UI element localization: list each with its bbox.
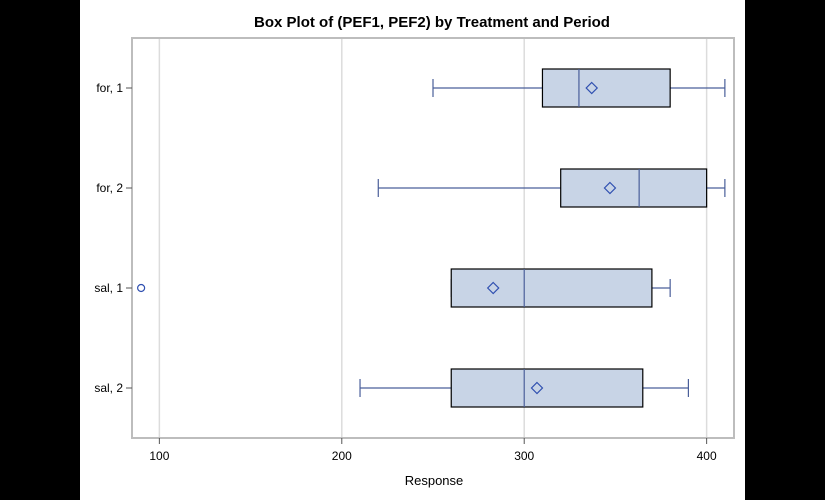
box-group-1	[377, 168, 726, 208]
mean-marker-for-1	[585, 81, 599, 95]
chart-title: Box Plot of (PEF1, PEF2) by Treatment an…	[254, 14, 610, 31]
box-group-3	[359, 368, 689, 408]
x-tick-label-200: 200	[332, 449, 352, 463]
box-for-1	[541, 68, 671, 108]
category-labels: for, 1 for, 2 sal, 1 sal, 2	[94, 81, 132, 395]
box-sal-1	[450, 268, 653, 308]
mean-marker-sal-1	[486, 281, 500, 295]
box-plot-chart: Box Plot of (PEF1, PEF2) by Treatment an…	[94, 14, 735, 488]
x-tick-label-300: 300	[514, 449, 534, 463]
category-label-sal-2: sal, 2	[94, 381, 123, 395]
grid-lines	[158, 38, 708, 438]
box-for-2	[560, 168, 708, 208]
mean-marker-for-2	[603, 181, 617, 195]
x-axis-label: Response	[405, 473, 464, 488]
boxes-layer	[137, 68, 726, 408]
plot-frame	[131, 37, 735, 439]
axis-layer: 100 200 300 400	[149, 438, 717, 463]
x-tick-label-100: 100	[149, 449, 169, 463]
category-label-sal-1: sal, 1	[94, 281, 123, 295]
outlier-sal-1-0	[137, 283, 146, 293]
box-group-0	[432, 68, 726, 108]
category-label-for-1: for, 1	[96, 81, 123, 95]
box-group-2	[137, 268, 671, 308]
x-tick-label-400: 400	[697, 449, 717, 463]
chart-canvas: Box Plot of (PEF1, PEF2) by Treatment an…	[80, 0, 745, 500]
box-sal-2	[450, 368, 644, 408]
category-label-for-2: for, 2	[96, 181, 123, 195]
mean-marker-sal-2	[530, 381, 544, 395]
